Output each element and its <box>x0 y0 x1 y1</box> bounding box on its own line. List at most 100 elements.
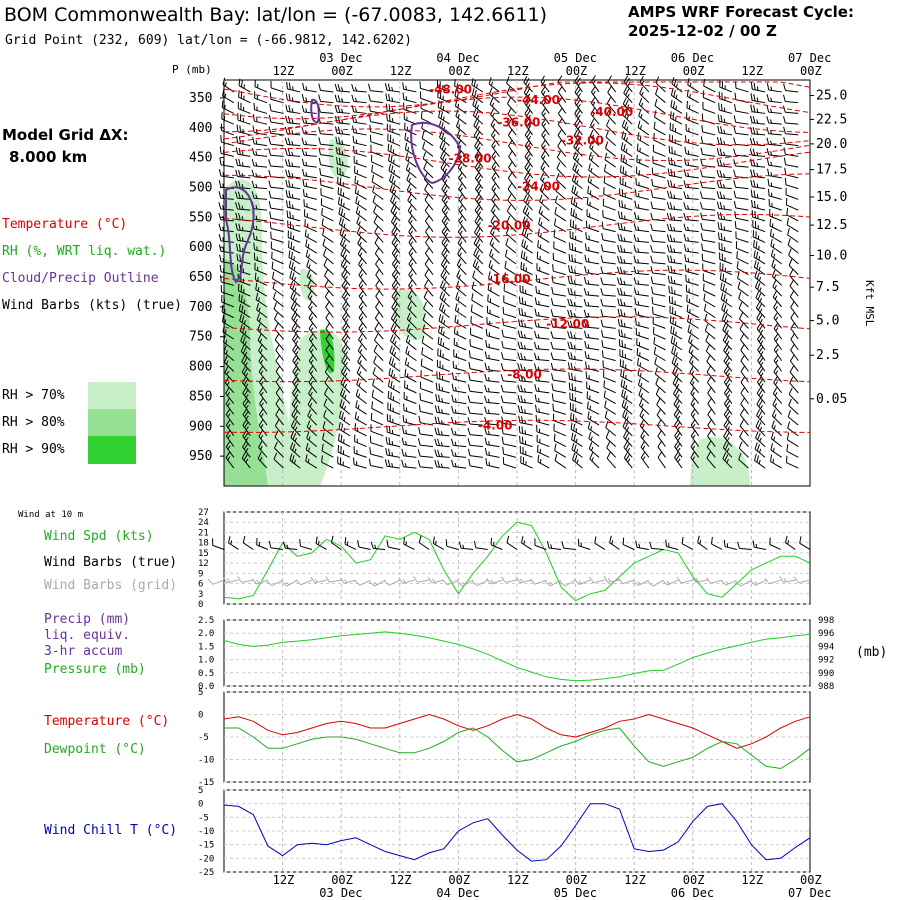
wind-barb-feather <box>525 196 530 204</box>
wind-barb <box>656 408 666 426</box>
wind-barb-feather <box>437 416 441 424</box>
wind-barb-feather <box>440 452 443 457</box>
wind-barb <box>653 121 666 136</box>
wind-barb-feather <box>689 93 691 98</box>
wind-barb-feather <box>295 340 299 345</box>
wind-barb <box>620 379 633 394</box>
wind-barb-feather <box>268 201 272 209</box>
wind-barb-feather <box>243 357 248 365</box>
wind-barb-feather <box>402 82 405 90</box>
wind-barb-feather <box>476 174 482 181</box>
wind-barb-staff <box>587 181 600 190</box>
wind-barb <box>235 158 251 168</box>
wind-barb-staff <box>555 190 567 200</box>
wind-barb-feather <box>408 188 412 193</box>
wind-barb-feather <box>288 260 292 268</box>
wind-barb-feather <box>723 162 726 167</box>
wind-barb <box>603 175 616 190</box>
wind-barb-feather <box>291 322 297 330</box>
wind-barb-feather <box>252 136 255 144</box>
wind-barb <box>652 306 666 319</box>
wind-barb-feather <box>576 191 578 196</box>
wind-barb-feather <box>374 236 379 244</box>
wind-barb-feather <box>290 430 295 438</box>
wind-barb <box>656 398 666 415</box>
wind-barb-feather <box>725 432 730 439</box>
wind-barb <box>324 290 334 308</box>
wind-barb <box>235 233 251 243</box>
wind-barb-feather <box>673 89 676 98</box>
wind-barb-feather <box>218 180 222 188</box>
wind-barb-feather <box>308 264 311 269</box>
wind-barb <box>740 354 749 372</box>
wind-barb-feather <box>670 180 673 188</box>
wind-barb <box>638 388 650 404</box>
wind-barb-feather <box>305 161 308 167</box>
wind-barb-staff <box>686 301 699 308</box>
wind-barb-feather <box>683 202 687 210</box>
wind-barb-staff <box>536 348 550 351</box>
wind-barb-feather <box>769 229 772 237</box>
wind-barb <box>405 334 417 351</box>
wind-barb-staff <box>685 153 699 157</box>
wind-barb-staff <box>669 302 683 308</box>
wind-barb-staff <box>490 210 500 222</box>
wind-barb-feather <box>268 115 272 123</box>
wind-barb-feather <box>700 222 703 230</box>
wind-barb-feather <box>293 357 299 364</box>
wind-barb-staff <box>440 286 450 297</box>
wind-barb <box>607 86 617 103</box>
wind-barb-feather <box>526 234 529 239</box>
wind-barb-feather <box>443 228 449 235</box>
wind-barb-feather <box>340 258 346 266</box>
wind-barb-staff <box>637 138 650 147</box>
wind-barb-feather <box>351 83 355 91</box>
wind-barb <box>258 430 268 447</box>
wind-barb-feather <box>577 93 581 97</box>
wind-barb-feather <box>542 101 546 106</box>
wind-barb-staff <box>387 420 400 426</box>
wind-barb-feather <box>590 118 595 126</box>
wind-barb-staff <box>503 347 517 351</box>
wind-barb-feather <box>219 254 222 262</box>
wind-barb <box>252 114 268 125</box>
wind-barb <box>484 406 500 415</box>
wind-barb-staff <box>636 184 649 190</box>
wind-barb-staff <box>220 175 234 179</box>
wind-barb <box>600 298 616 308</box>
wind-barb-feather <box>518 319 521 327</box>
wind-barb-staff <box>320 164 334 168</box>
wind-barb <box>424 193 434 211</box>
wind-barb-staff <box>619 304 633 308</box>
wind-barb <box>424 204 434 222</box>
wind-barb <box>540 150 550 168</box>
wind-barb-staff <box>287 216 301 222</box>
wind-barb <box>636 348 650 362</box>
wind-barb-feather <box>639 136 642 141</box>
wind-barb-feather <box>773 354 779 362</box>
wind-barb-staff <box>486 423 500 426</box>
wind-barb-feather <box>589 405 591 410</box>
wind-barb-feather <box>591 123 595 128</box>
wind-barb-feather <box>726 361 730 366</box>
wind-barb <box>783 137 799 147</box>
wind-barb-feather <box>570 196 574 204</box>
wind-barb-staff <box>454 85 467 93</box>
wind-barb-feather <box>756 397 761 405</box>
wind-barb-staff <box>589 147 600 157</box>
wind-barb-feather <box>501 426 504 434</box>
wind-barb-feather <box>301 93 305 102</box>
wind-barb-feather <box>474 171 480 179</box>
wind-barb-feather <box>750 169 753 177</box>
wind-barb <box>474 204 484 222</box>
wind-barb-feather <box>766 158 770 166</box>
wind-barb-feather <box>640 113 643 119</box>
wind-barb <box>722 441 733 458</box>
wind-barb-feather <box>557 107 563 114</box>
wind-barb <box>519 284 533 297</box>
wind-barb <box>305 454 318 469</box>
wind-barb-feather <box>225 350 228 355</box>
wind-barb-feather <box>523 183 528 190</box>
wind-barb-staff <box>718 165 732 168</box>
wind-barb-feather <box>633 245 637 253</box>
